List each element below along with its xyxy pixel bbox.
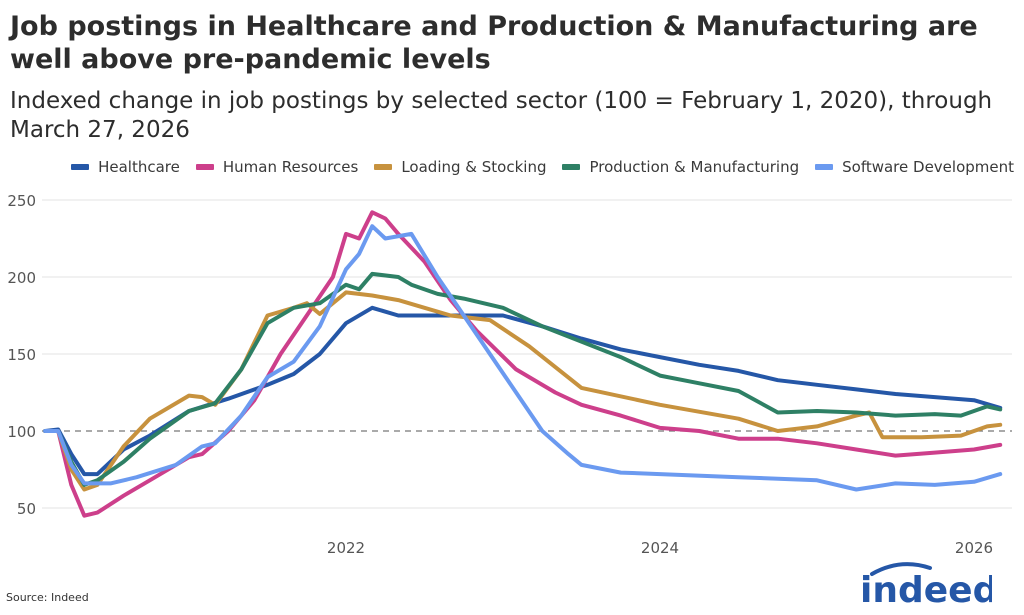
legend-item-human-resources[interactable]: Human Resources [195,158,359,176]
legend-swatch [374,164,393,170]
series-line-human-resources [43,210,1003,518]
legend-label: Human Resources [222,158,359,176]
legend-item-healthcare[interactable]: Healthcare [71,158,180,176]
y-tick-label: 200 [7,269,36,287]
series-line-production-manufacturing [43,271,1003,487]
y-tick-label: 250 [7,192,36,210]
legend-item-software-development[interactable]: Software Development [815,158,1014,176]
legend-label: Production & Manufacturing [589,158,800,176]
legend-swatch [815,164,834,170]
legend-label: Healthcare [98,158,180,176]
chart-title: Job postings in Healthcare and Productio… [10,11,978,75]
legend-label: Loading & Stocking [401,158,547,176]
legend-item-production-manufacturing[interactable]: Production & Manufacturing [562,158,799,176]
legend-swatch [195,164,214,170]
y-tick-label: 150 [7,346,36,364]
y-tick-label: 100 [7,423,36,441]
legend-label: Software Development [842,158,1014,176]
source-note: Source: Indeed [6,591,89,604]
chart-subtitle: Indexed change in job postings by select… [10,88,993,143]
y-tick-label: 50 [17,500,36,518]
legend-swatch [71,164,90,170]
legend-item-loading-stocking[interactable]: Loading & Stocking [374,158,546,176]
legend-swatch [562,164,581,170]
legend: Healthcare Human Resources Loading & Sto… [0,158,1014,176]
svg-text:indeed: indeed [860,570,992,610]
x-tick-label: 2024 [641,539,679,557]
indeed-logo: indeed [860,562,992,610]
series-line-software-development [43,224,1003,492]
x-tick-label: 2026 [955,539,993,557]
x-tick-label: 2022 [327,539,365,557]
